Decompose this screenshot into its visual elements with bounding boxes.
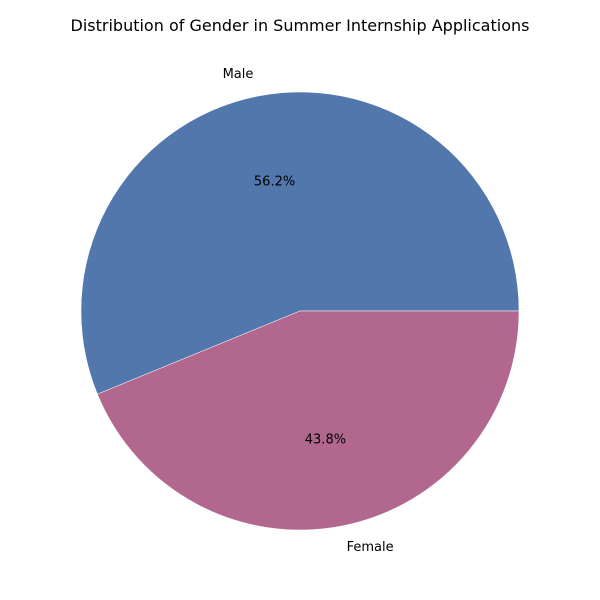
pie-slice-female xyxy=(97,310,520,531)
percent-label-female: 43.8% xyxy=(305,432,346,447)
slice-label-male: Male xyxy=(223,67,254,82)
slice-label-female: Female xyxy=(347,540,394,555)
pie-slice-male xyxy=(80,91,520,395)
pie-labels: Male 56.2% Female 43.8% xyxy=(223,67,394,555)
chart-title: Distribution of Gender in Summer Interns… xyxy=(71,16,530,35)
percent-label-male: 56.2% xyxy=(254,175,295,190)
pie-slices xyxy=(80,91,520,531)
